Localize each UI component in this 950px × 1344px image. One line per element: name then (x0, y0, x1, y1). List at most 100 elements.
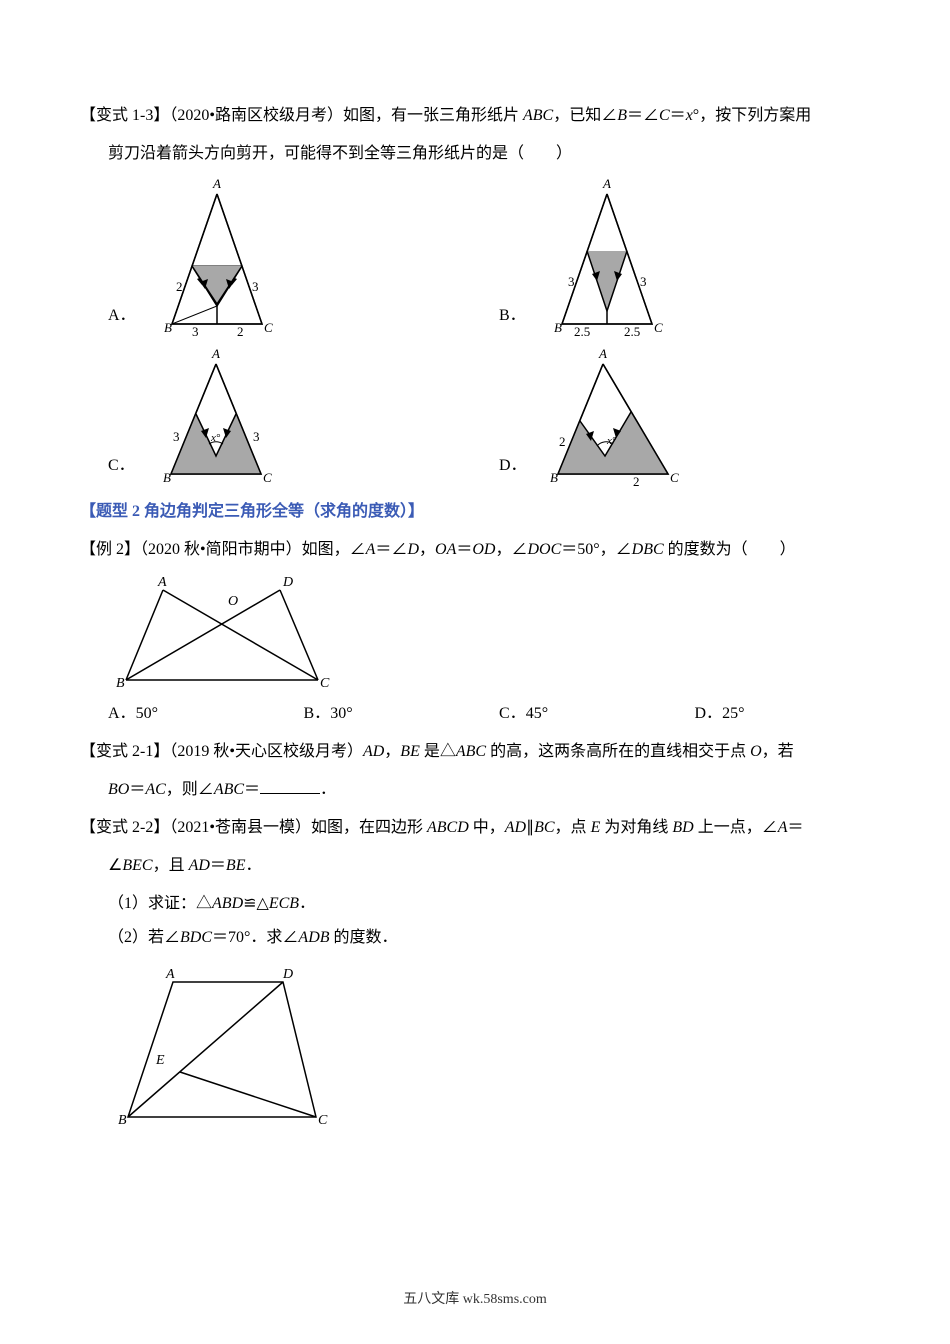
option-a: A． A 2 3 3 2 B (108, 176, 499, 336)
q-text: 是△ (420, 743, 456, 760)
apex-label: A (212, 176, 221, 191)
q-text: ， (419, 541, 435, 558)
var-O: O (750, 743, 762, 760)
q-source: （2020•路南区校级月考） (169, 107, 343, 124)
q-source: （2020 秋•简阳市期中） (140, 541, 302, 558)
q-text: 如图，在四边形 (311, 819, 427, 836)
options-row-ab: A． A 2 3 3 2 B (80, 176, 890, 336)
example-2-figure: A D O B C (80, 572, 890, 692)
question-2-1-line2: BO＝AC，则∠ABC＝． (80, 774, 890, 806)
svg-text:2: 2 (176, 279, 183, 294)
q-label: 【变式 2-2】 (80, 819, 169, 836)
q-source: （2019 秋•天心区校级月考） (169, 743, 363, 760)
q-text: ＝ (244, 781, 260, 798)
q-label: 【变式 1-3】 (80, 107, 169, 124)
svg-text:2.5: 2.5 (624, 324, 640, 336)
svg-text:C: C (263, 470, 272, 485)
opt-val: 50° (136, 705, 158, 722)
option-b: B． A 3 3 2.5 2.5 B C (499, 176, 890, 336)
q-text: ，点 (555, 819, 591, 836)
q-text: （2）若∠ (108, 929, 180, 946)
opt-label: C． (499, 705, 526, 722)
option-b-label: B． (499, 300, 526, 336)
q-text: 的高，这两条高所在的直线相交于点 (486, 743, 750, 760)
q-text: ≌△ (243, 895, 269, 912)
triangle-b-figure: A 3 3 2.5 2.5 B C (532, 176, 682, 336)
opt-val: 30° (330, 705, 352, 722)
q-text: ＝∠ (375, 541, 407, 558)
q-text: 如图，∠ (302, 541, 366, 558)
var-AD: AD (505, 819, 526, 836)
var-A: A (366, 541, 376, 558)
fill-blank (260, 776, 320, 794)
var-BEC: BEC (122, 857, 152, 874)
option-a: A．50° (108, 698, 304, 730)
q-text: °，按下列方案用 (693, 107, 811, 124)
svg-text:C: C (264, 320, 273, 335)
q-text: ＝ (129, 781, 145, 798)
var-BE: BE (226, 857, 246, 874)
question-1-3: 【变式 1-3】（2020•路南区校级月考）如图，有一张三角形纸片 ABC，已知… (80, 100, 890, 132)
q-text: ＝ (210, 857, 226, 874)
var-ECB: ECB (269, 895, 299, 912)
svg-text:B: B (163, 470, 171, 485)
svg-text:B: B (550, 470, 558, 485)
q-text: ＝50°，∠ (561, 541, 631, 558)
var-AC: AC (145, 781, 165, 798)
svg-text:C: C (654, 320, 663, 335)
var-x: x (686, 107, 693, 124)
svg-text:C: C (670, 470, 679, 485)
var-ABCD: ABCD (427, 819, 469, 836)
q-text: ，若 (762, 743, 794, 760)
opt-label: B． (304, 705, 331, 722)
svg-text:A: A (602, 176, 611, 191)
svg-text:C: C (318, 1113, 328, 1128)
question-2-2-sub1: （1）求证：△ABD≌△ECB． (80, 888, 890, 920)
question-2-2-sub2: （2）若∠BDC＝70°．求∠ADB 的度数． (80, 922, 890, 954)
var-BD: BD (672, 819, 693, 836)
svg-text:B: B (118, 1113, 127, 1128)
var-E: E (591, 819, 601, 836)
option-c: C． A x° 3 3 B C (108, 346, 499, 486)
question-2-2: 【变式 2-2】（2021•苍南县一模）如图，在四边形 ABCD 中，AD∥BC… (80, 812, 890, 844)
q-text: ，∠ (495, 541, 527, 558)
var-ABC: ABC (456, 743, 486, 760)
q-text: 上一点，∠ (694, 819, 778, 836)
svg-text:3: 3 (253, 429, 260, 444)
var-ABD: ABD (212, 895, 243, 912)
var-D: D (407, 541, 419, 558)
q-text: 剪刀沿着箭头方向剪开，可能得不到全等三角形纸片的是（ ） (108, 145, 572, 162)
var-BC: BC (534, 819, 554, 836)
q-text: ∥ (526, 819, 534, 836)
svg-text:3: 3 (192, 324, 199, 336)
svg-text:x°: x° (210, 432, 221, 444)
svg-text:2: 2 (633, 474, 640, 486)
var-B: B (617, 107, 627, 124)
q-text: ，已知∠ (553, 107, 617, 124)
var-AD: AD (363, 743, 384, 760)
page-footer: 五八文库 wk.58sms.com (0, 1286, 950, 1314)
svg-text:2.5: 2.5 (574, 324, 590, 336)
svg-text:3: 3 (173, 429, 180, 444)
var-OD: OD (472, 541, 495, 558)
opt-val: 25° (722, 705, 744, 722)
question-2-2-line2: ∠BEC，且 AD＝BE． (80, 850, 890, 882)
q-text: 的度数为（ ） (664, 541, 796, 558)
option-d: D．25° (695, 698, 891, 730)
q-text: ＝ (670, 107, 686, 124)
svg-text:x°: x° (606, 435, 617, 447)
opt-label: A． (108, 705, 136, 722)
options-row-cd: C． A x° 3 3 B C D． A (80, 346, 890, 486)
svg-text:B: B (116, 676, 125, 691)
question-2-2-figure: A D B C E (80, 962, 890, 1132)
var-AD: AD (189, 857, 210, 874)
var-BE: BE (400, 743, 420, 760)
var-BDC: BDC (180, 929, 212, 946)
option-d: D． A x° 2 2 B C (499, 346, 890, 486)
q-label: 【变式 2-1】 (80, 743, 169, 760)
var-BO: BO (108, 781, 129, 798)
svg-text:2: 2 (237, 324, 244, 336)
triangle-d-figure: A x° 2 2 B C (533, 346, 693, 486)
svg-text:A: A (211, 346, 220, 361)
var-ABC: ABC (214, 781, 244, 798)
